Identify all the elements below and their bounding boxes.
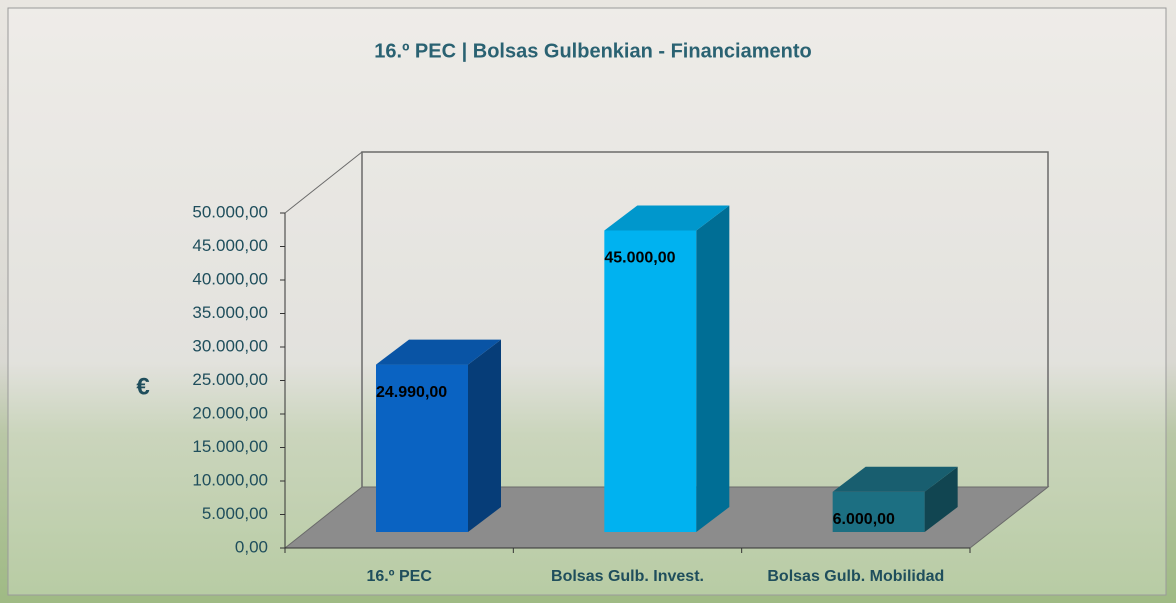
chart-title: 16.º PEC | Bolsas Gulbenkian - Financiam… xyxy=(374,40,811,62)
y-tick-label: 40.000,00 xyxy=(192,269,268,288)
x-tick-label: 16.º PEC xyxy=(366,568,432,585)
y-tick-label: 20.000,00 xyxy=(192,403,268,422)
y-tick-label: 35.000,00 xyxy=(192,303,268,322)
y-axis-label: € xyxy=(136,373,149,400)
chart: 16.º PEC | Bolsas Gulbenkian - Financiam… xyxy=(0,0,1176,603)
bar xyxy=(604,231,696,533)
y-tick-label: 45.000,00 xyxy=(192,236,268,255)
value-label: 45.000,00 xyxy=(604,250,675,267)
bar-side xyxy=(468,340,501,532)
page: 16.º PEC | Bolsas Gulbenkian - Financiam… xyxy=(0,0,1176,603)
y-tick-label: 10.000,00 xyxy=(192,470,268,489)
value-label: 24.990,00 xyxy=(376,384,447,401)
y-tick-label: 0,00 xyxy=(235,537,268,556)
x-tick-label: Bolsas Gulb. Mobilidad xyxy=(767,568,944,585)
x-tick-label: Bolsas Gulb. Invest. xyxy=(551,568,704,585)
y-tick-label: 25.000,00 xyxy=(192,370,268,389)
value-label: 6.000,00 xyxy=(833,511,895,528)
y-tick-label: 30.000,00 xyxy=(192,336,268,355)
bar-side xyxy=(696,206,729,533)
y-tick-label: 15.000,00 xyxy=(192,437,268,456)
y-tick-label: 50.000,00 xyxy=(192,202,268,221)
y-tick-label: 5.000,00 xyxy=(202,504,268,523)
